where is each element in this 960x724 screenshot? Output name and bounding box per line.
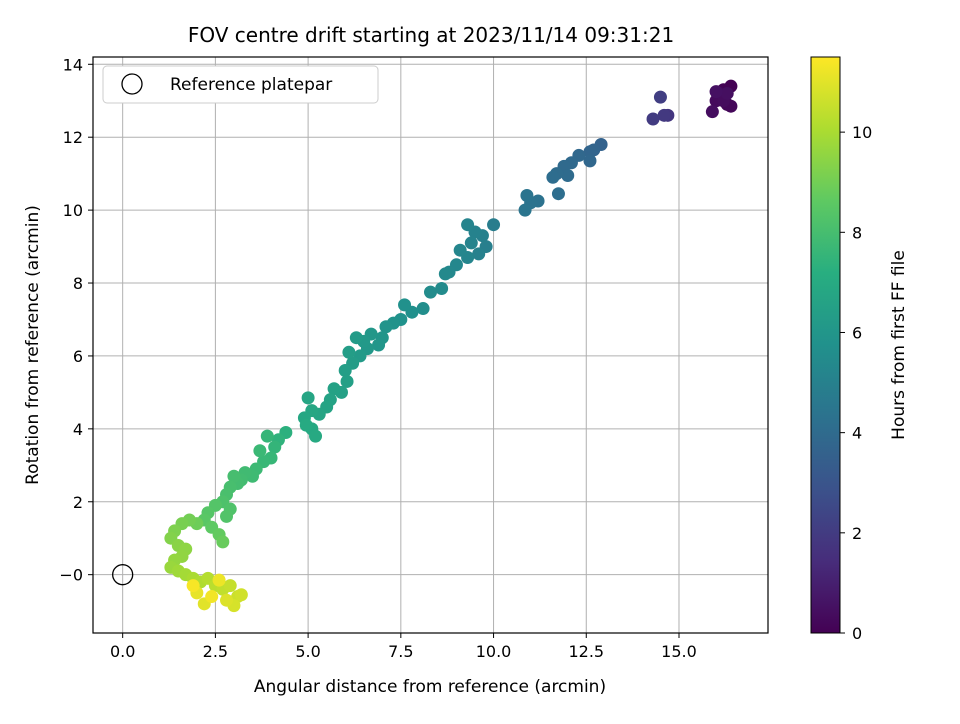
y-tick-label: 8: [73, 274, 83, 293]
colorbar-gradient: [810, 56, 841, 634]
scatter-point: [657, 108, 671, 122]
scatter-point: [653, 90, 667, 104]
scatter-point: [464, 236, 478, 250]
scatter-point: [520, 189, 534, 203]
x-tick-label: 5.0: [295, 642, 320, 661]
scatter-point: [342, 345, 356, 359]
colorbar-tick-label: 6: [852, 323, 862, 342]
scatter-point: [268, 440, 282, 454]
scatter-point: [720, 86, 734, 100]
plot-frame: [92, 56, 769, 634]
x-tick-label: 12.5: [568, 642, 604, 661]
scatter-point: [646, 112, 660, 126]
scatter-point: [379, 320, 393, 334]
scatter-point: [327, 382, 341, 396]
x-tick-label: 10.0: [476, 642, 512, 661]
scatter-point: [338, 364, 352, 378]
scatter-point: [453, 243, 467, 257]
scatter-point: [518, 203, 532, 217]
scatter-point: [299, 418, 313, 432]
legend-marker-icon: [121, 73, 143, 95]
scatter-point: [309, 429, 323, 443]
x-tick-label: 2.5: [203, 642, 228, 661]
scatter-point: [424, 285, 437, 299]
scatter-point: [223, 579, 237, 593]
scatter-point: [551, 187, 565, 201]
scatter-point: [340, 374, 354, 388]
scatter-point: [461, 218, 475, 232]
x-tick-label: 15.0: [661, 642, 697, 661]
legend-box: [102, 65, 379, 104]
scatter-point: [234, 588, 248, 602]
scatter-point: [372, 338, 386, 352]
y-tick-label: 10: [63, 201, 83, 220]
scatter-point: [583, 154, 597, 168]
scatter-point: [212, 573, 226, 587]
data-points: [112, 79, 738, 613]
scatter-point: [260, 429, 274, 443]
chart-title: FOV centre drift starting at 2023/11/14 …: [188, 23, 674, 47]
scatter-point: [438, 267, 452, 281]
y-axis-label: Rotation from reference (arcmin): [23, 205, 43, 485]
scatter-point: [186, 579, 200, 593]
scatter-point: [583, 145, 597, 159]
colorbar-tick-label: 4: [852, 424, 862, 443]
y-tick-label: 6: [73, 347, 83, 366]
x-tick-label: 0.0: [110, 642, 135, 661]
scatter-point: [227, 469, 241, 483]
colorbar-tick-label: 10: [852, 123, 872, 142]
colorbar-tick-label: 8: [852, 223, 862, 242]
reference-platepar-marker: [112, 564, 134, 586]
y-tick-label: 4: [73, 420, 83, 439]
scatter-point: [398, 298, 412, 312]
x-axis-ticks: 0.0 2.5 5.0 7.5 10.0 12.5 15.0: [110, 633, 697, 661]
scatter-point: [705, 105, 719, 119]
scatter-point: [205, 590, 219, 604]
y-tick-label: −0: [59, 566, 83, 585]
scatter-point: [301, 391, 315, 405]
y-axis-ticks: −0 2 4 6 8 10 12 14: [59, 55, 93, 585]
colorbar-label: Hours from first FF file: [889, 250, 909, 440]
scatter-point: [435, 281, 449, 295]
legend-label: Reference platepar: [170, 75, 332, 95]
legend: Reference platepar: [102, 65, 379, 104]
x-axis-label: Angular distance from reference (arcmin): [254, 677, 606, 697]
scatter-point: [253, 444, 267, 458]
colorbar: 0 2 4 6 8 10 Hours from first FF file: [810, 56, 909, 643]
colorbar-ticks: 0 2 4 6 8 10: [840, 123, 872, 643]
y-tick-label: 2: [73, 493, 83, 512]
scatter-point: [472, 247, 486, 261]
scatter-point: [216, 535, 230, 549]
scatter-point: [561, 168, 575, 182]
scatter-point: [487, 218, 501, 232]
scatter-point: [709, 85, 723, 99]
scatter-point: [546, 170, 560, 184]
y-tick-label: 14: [63, 55, 83, 74]
y-tick-label: 12: [63, 128, 83, 147]
scatter-point: [349, 331, 363, 345]
colorbar-tick-label: 2: [852, 524, 862, 543]
x-tick-label: 7.5: [388, 642, 413, 661]
scatter-point: [416, 302, 430, 316]
scatter-point: [220, 509, 234, 523]
scatter-point: [220, 593, 234, 607]
colorbar-tick-label: 0: [852, 624, 862, 643]
